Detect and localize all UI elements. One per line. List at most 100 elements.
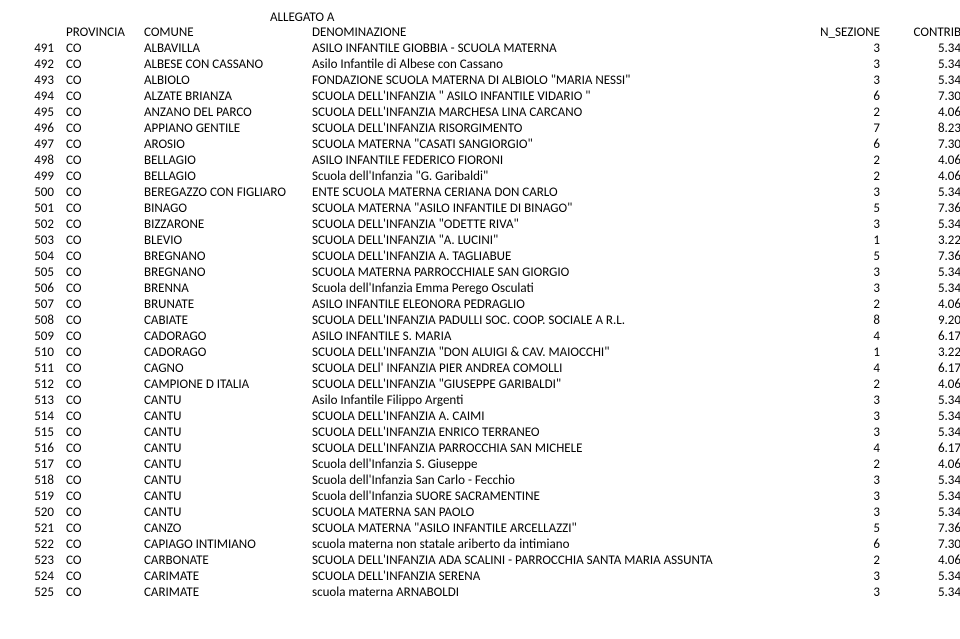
cell-comune: APPIANO GENTILE (140, 121, 308, 137)
cell-index: 519 (20, 489, 62, 505)
cell-denominazione: SCUOLA DELL'INFANZIA MARCHESA LINA CARCA… (308, 105, 806, 121)
cell-n-sezione: 7 (806, 121, 900, 137)
cell-index: 507 (20, 297, 62, 313)
cell-denominazione: scuola materna ARNABOLDI (308, 585, 806, 601)
cell-denominazione: SCUOLA MATERNA "ASILO INFANTILE DI BINAG… (308, 201, 806, 217)
cell-index: 514 (20, 409, 62, 425)
cell-n-sezione: 4 (806, 329, 900, 345)
cell-denominazione: SCUOLA DELL'INFANZIA "A. LUCINI" (308, 233, 806, 249)
cell-denominazione: SCUOLA DELL'INFANZIA PADULLI SOC. COOP. … (308, 313, 806, 329)
table-row: 508COCABIATESCUOLA DELL'INFANZIA PADULLI… (20, 313, 960, 329)
table-row: 525COCARIMATEscuola materna ARNABOLDI35.… (20, 585, 960, 601)
cell-comune: CANTU (140, 457, 308, 473)
cell-n-sezione: 2 (806, 553, 900, 569)
cell-comune: CABIATE (140, 313, 308, 329)
cell-n-sezione: 2 (806, 153, 900, 169)
cell-provincia: CO (62, 553, 140, 569)
cell-provincia: CO (62, 521, 140, 537)
cell-index: 505 (20, 265, 62, 281)
cell-contributo: 5.347,56 (900, 265, 960, 281)
cell-provincia: CO (62, 489, 140, 505)
cell-index: 515 (20, 425, 62, 441)
cell-provincia: CO (62, 265, 140, 281)
table-row: 522COCAPIAGO INTIMIANOscuola materna non… (20, 537, 960, 553)
header-contributo: CONTRIBUTO (900, 25, 960, 41)
table-row: 504COBREGNANOSCUOLA DELL'INFANZIA A. TAG… (20, 249, 960, 265)
cell-denominazione: Scuola dell'Infanzia Emma Perego Osculat… (308, 281, 806, 297)
table-row: 512COCAMPIONE D ITALIASCUOLA DELL'INFANZ… (20, 377, 960, 393)
cell-n-sezione: 2 (806, 377, 900, 393)
cell-index: 521 (20, 521, 62, 537)
cell-provincia: CO (62, 585, 140, 601)
cell-contributo: 5.347,56 (900, 409, 960, 425)
table-row: 500COBEREGAZZO CON FIGLIAROENTE SCUOLA M… (20, 185, 960, 201)
cell-provincia: CO (62, 505, 140, 521)
cell-contributo: 4.069,66 (900, 153, 960, 169)
table-row: 523COCARBONATESCUOLA DELL'INFANZIA ADA S… (20, 553, 960, 569)
header-comune: COMUNE (140, 25, 308, 41)
cell-index: 491 (20, 41, 62, 57)
cell-contributo: 7.300,87 (900, 89, 960, 105)
table-row: 499COBELLAGIOScuola dell'Infanzia "G. Ga… (20, 169, 960, 185)
cell-index: 512 (20, 377, 62, 393)
cell-index: 503 (20, 233, 62, 249)
cell-n-sezione: 3 (806, 585, 900, 601)
cell-comune: CANTU (140, 489, 308, 505)
cell-contributo: 7.368,83 (900, 249, 960, 265)
cell-comune: ALBIOLO (140, 73, 308, 89)
cell-provincia: CO (62, 217, 140, 233)
cell-index: 495 (20, 105, 62, 121)
cell-n-sezione: 6 (806, 537, 900, 553)
cell-provincia: CO (62, 457, 140, 473)
cell-provincia: CO (62, 393, 140, 409)
cell-comune: CARBONATE (140, 553, 308, 569)
cell-comune: ANZANO DEL PARCO (140, 105, 308, 121)
cell-provincia: CO (62, 169, 140, 185)
cell-index: 506 (20, 281, 62, 297)
cell-n-sezione: 4 (806, 441, 900, 457)
cell-comune: CARIMATE (140, 585, 308, 601)
cell-index: 520 (20, 505, 62, 521)
cell-comune: CANTU (140, 505, 308, 521)
cell-index: 524 (20, 569, 62, 585)
cell-index: 502 (20, 217, 62, 233)
cell-index: 516 (20, 441, 62, 457)
cell-denominazione: SCUOLA DELL'INFANZIA A. TAGLIABUE (308, 249, 806, 265)
cell-n-sezione: 5 (806, 521, 900, 537)
cell-comune: CAMPIONE D ITALIA (140, 377, 308, 393)
cell-contributo: 7.300,87 (900, 537, 960, 553)
cell-contributo: 5.347,56 (900, 505, 960, 521)
cell-provincia: CO (62, 89, 140, 105)
cell-provincia: CO (62, 537, 140, 553)
cell-denominazione: Asilo Infantile Filippo Argenti (308, 393, 806, 409)
cell-n-sezione: 3 (806, 265, 900, 281)
cell-comune: ALBAVILLA (140, 41, 308, 57)
cell-comune: BRUNATE (140, 297, 308, 313)
cell-n-sezione: 3 (806, 57, 900, 73)
cell-n-sezione: 5 (806, 201, 900, 217)
cell-provincia: CO (62, 361, 140, 377)
cell-denominazione: Scuola dell'Infanzia San Carlo - Fecchio (308, 473, 806, 489)
cell-n-sezione: 6 (806, 89, 900, 105)
cell-contributo: 3.225,34 (900, 233, 960, 249)
cell-provincia: CO (62, 121, 140, 137)
cell-index: 499 (20, 169, 62, 185)
cell-contributo: 5.347,56 (900, 393, 960, 409)
table-row: 492COALBESE CON CASSANOAsilo Infantile d… (20, 57, 960, 73)
table-row: 506COBRENNAScuola dell'Infanzia Emma Per… (20, 281, 960, 297)
cell-denominazione: SCUOLA DELL'INFANZIA "GIUSEPPE GARIBALDI… (308, 377, 806, 393)
cell-index: 510 (20, 345, 62, 361)
cell-denominazione: ASILO INFANTILE S. MARIA (308, 329, 806, 345)
cell-index: 513 (20, 393, 62, 409)
cell-denominazione: ASILO INFANTILE FEDERICO FIORONI (308, 153, 806, 169)
cell-comune: BREGNANO (140, 249, 308, 265)
cell-index: 525 (20, 585, 62, 601)
table-row: 509COCADORAGOASILO INFANTILE S. MARIA46.… (20, 329, 960, 345)
table-row: 518COCANTUScuola dell'Infanzia San Carlo… (20, 473, 960, 489)
table-row: 524COCARIMATESCUOLA DELL'INFANZIA SERENA… (20, 569, 960, 585)
cell-comune: BELLAGIO (140, 153, 308, 169)
cell-contributo: 4.069,66 (900, 297, 960, 313)
cell-comune: CAGNO (140, 361, 308, 377)
table-row: 497COAROSIOSCUOLA MATERNA "CASATI SANGIO… (20, 137, 960, 153)
cell-provincia: CO (62, 425, 140, 441)
